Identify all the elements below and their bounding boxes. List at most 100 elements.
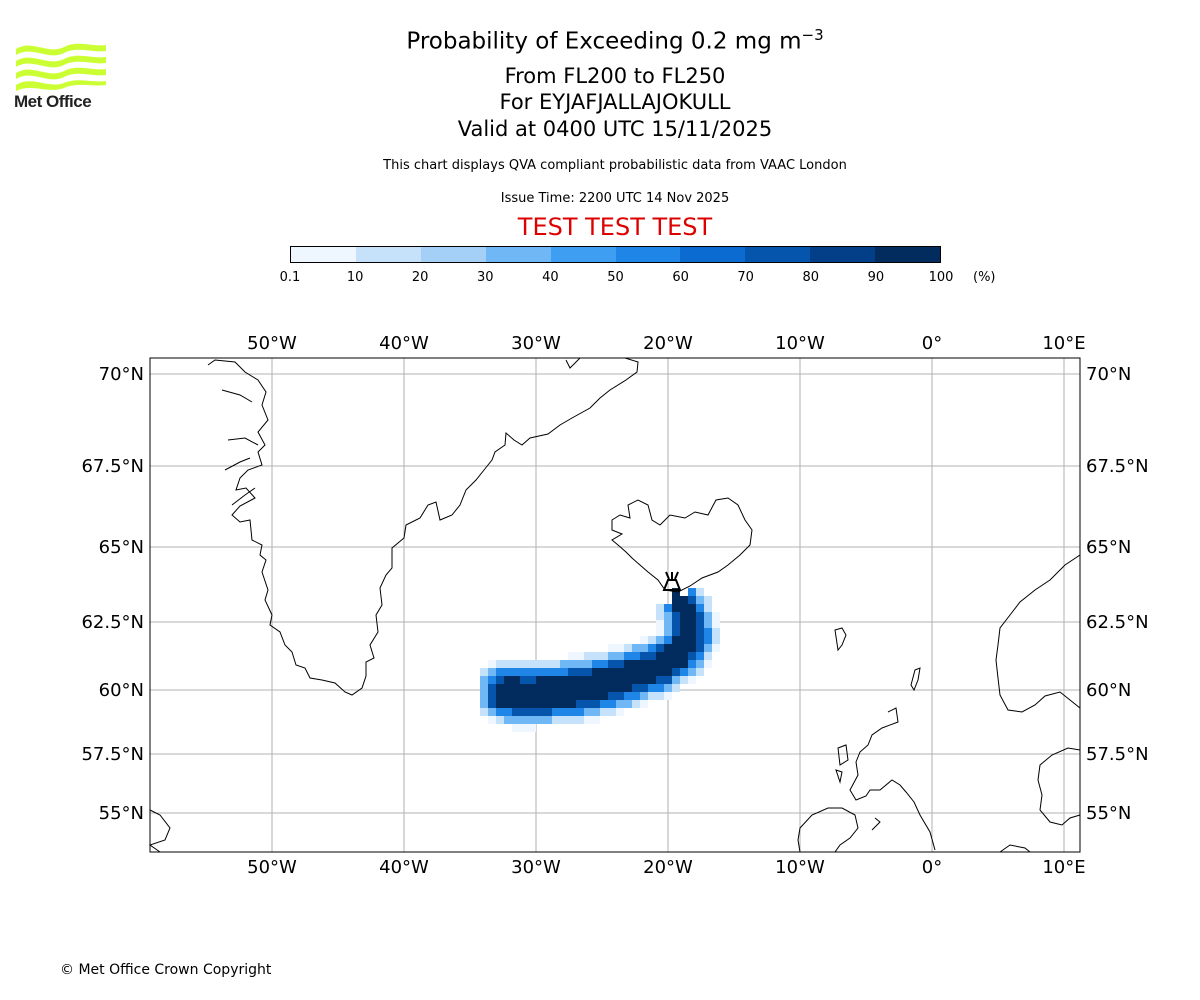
colorbar-segment: [420, 247, 486, 262]
plume-cell: [632, 692, 640, 700]
plume-cell: [648, 660, 656, 668]
plume-cell: [528, 660, 536, 668]
plume-cell: [576, 700, 584, 708]
plume-cell: [568, 716, 576, 724]
colorbar-segment: [615, 247, 681, 262]
plume-cell: [656, 628, 664, 636]
plume-cell: [680, 668, 688, 676]
plume-cell: [688, 604, 696, 612]
plume-cell: [616, 700, 624, 708]
plume-cell: [536, 684, 544, 692]
colorbar-tick-label: 60: [672, 270, 689, 285]
plume-cell: [664, 604, 672, 612]
plume-cell: [600, 676, 608, 684]
plume-cell: [664, 684, 672, 692]
plume-cell: [688, 596, 696, 604]
colorbar-segment: [485, 247, 551, 262]
plume-cell: [520, 684, 528, 692]
plume-cell: [656, 652, 664, 660]
plume-cell: [640, 684, 648, 692]
colorbar-tick-label: 40: [542, 270, 559, 285]
greenland-fjord-1: [221, 389, 253, 403]
plume-cell: [544, 716, 552, 724]
plume-cell: [520, 700, 528, 708]
plume-cell: [688, 652, 696, 660]
plume-cell: [696, 596, 704, 604]
plume-cell: [600, 692, 608, 700]
plume-cell: [560, 716, 568, 724]
plume-cell: [584, 708, 592, 716]
plume-cell: [576, 652, 584, 660]
plume-cell: [688, 644, 696, 652]
plume-cell: [696, 628, 704, 636]
plume-cell: [640, 636, 648, 644]
plume-cell: [512, 692, 520, 700]
plume-cell: [544, 676, 552, 684]
plume-cell: [552, 700, 560, 708]
graticule: [150, 358, 1080, 852]
plume-cell: [536, 692, 544, 700]
plume-cell: [584, 668, 592, 676]
plume-cell: [616, 668, 624, 676]
ash-plume: [480, 588, 720, 732]
plume-cell: [664, 644, 672, 652]
plume-cell: [536, 676, 544, 684]
plume-cell: [608, 684, 616, 692]
scotland-coast: [849, 707, 936, 851]
plume-cell: [560, 676, 568, 684]
plume-cell: [704, 652, 712, 660]
colorbar-unit: (%): [973, 270, 996, 285]
plume-cell: [680, 676, 688, 684]
plume-cell: [640, 644, 648, 652]
plume-cell: [600, 708, 608, 716]
plume-cell: [616, 652, 624, 660]
plume-cell: [696, 668, 704, 676]
plume-cell: [640, 668, 648, 676]
plume-cell: [624, 676, 632, 684]
plume-cell: [632, 668, 640, 676]
plume-cell: [608, 692, 616, 700]
plume-cell: [656, 660, 664, 668]
plume-cell: [624, 700, 632, 708]
plume-cell: [672, 684, 680, 692]
plume-cell: [664, 668, 672, 676]
lat-label-left: 65°N: [99, 537, 144, 558]
colorbar-tick-label: 30: [477, 270, 494, 285]
plume-cell: [632, 676, 640, 684]
plume-cell: [496, 716, 504, 724]
plume-cell: [608, 652, 616, 660]
plume-cell: [632, 660, 640, 668]
lon-label-top: 20°W: [643, 333, 693, 354]
plume-cell: [504, 700, 512, 708]
plume-cell: [648, 676, 656, 684]
plume-cell: [688, 588, 696, 596]
plume-cell: [640, 676, 648, 684]
lat-label-left: 70°N: [99, 364, 144, 385]
copyright: © Met Office Crown Copyright: [60, 962, 272, 978]
test-banner: TEST TEST TEST: [517, 213, 713, 241]
plume-cell: [656, 620, 664, 628]
plume-cell: [656, 668, 664, 676]
colorbar-tick-label: 10: [346, 270, 364, 285]
plume-cell: [504, 708, 512, 716]
lat-label-left: 55°N: [99, 803, 144, 824]
plume-cell: [688, 620, 696, 628]
plume-cell: [552, 692, 560, 700]
plume-cell: [592, 708, 600, 716]
plume-cell: [528, 708, 536, 716]
plume-cell: [480, 668, 488, 676]
plume-cell: [680, 660, 688, 668]
colorbar-segment: [875, 247, 941, 262]
plume-cell: [504, 676, 512, 684]
plume-cell: [656, 692, 664, 700]
norway-coast: [995, 554, 1081, 826]
plume-cell: [528, 724, 536, 732]
plume-cell: [712, 612, 720, 620]
plume-cell: [704, 604, 712, 612]
hebrides: [835, 744, 849, 784]
plume-cell: [696, 604, 704, 612]
plume-cell: [520, 692, 528, 700]
lat-label-right: 65°N: [1086, 537, 1131, 558]
plume-cell: [656, 644, 664, 652]
